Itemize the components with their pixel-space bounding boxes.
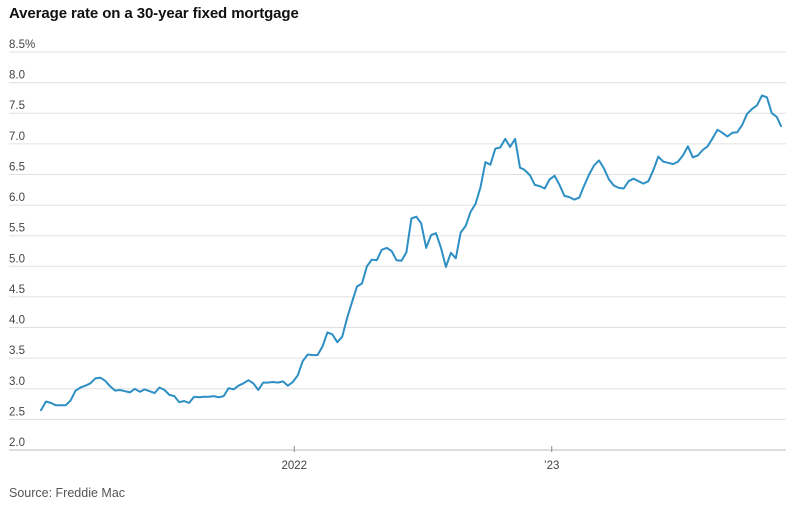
- series-layer: [40, 94, 782, 412]
- y-tick-label: 7.0: [9, 131, 25, 143]
- y-tick-label: 4.0: [9, 315, 25, 327]
- y-tick-label: 5.5: [9, 223, 25, 235]
- chart-title: Average rate on a 30-year fixed mortgage: [9, 5, 299, 22]
- y-tick-label: 3.0: [9, 376, 25, 388]
- y-tick-label: 6.0: [9, 192, 25, 204]
- y-tick-label: 8.5%: [9, 39, 35, 51]
- y-tick-label: 2.5: [9, 406, 25, 418]
- y-tick-label: 2.0: [9, 437, 25, 449]
- series-line: [40, 94, 782, 412]
- y-axis-tick-labels: 2.0 2.5 3.0 3.5 4.0 4.5 5.0 5.5 6.0 6.5 7.0 7.5 8.0 8…: [9, 39, 35, 449]
- gridlines: [9, 51, 786, 451]
- source-note: Source: Freddie Mac: [9, 486, 126, 500]
- y-tick-label: 4.5: [9, 284, 25, 296]
- y-tick-label: 8.0: [9, 70, 25, 82]
- y-tick-label: 7.5: [9, 100, 25, 112]
- y-tick-label: 3.5: [9, 345, 25, 357]
- y-tick-label: 5.0: [9, 253, 25, 265]
- x-tick-label: ’23: [544, 460, 559, 472]
- x-axis-ticks: 2022 ’23: [281, 446, 559, 472]
- y-tick-label: 6.5: [9, 161, 25, 173]
- x-tick-label: 2022: [281, 460, 307, 472]
